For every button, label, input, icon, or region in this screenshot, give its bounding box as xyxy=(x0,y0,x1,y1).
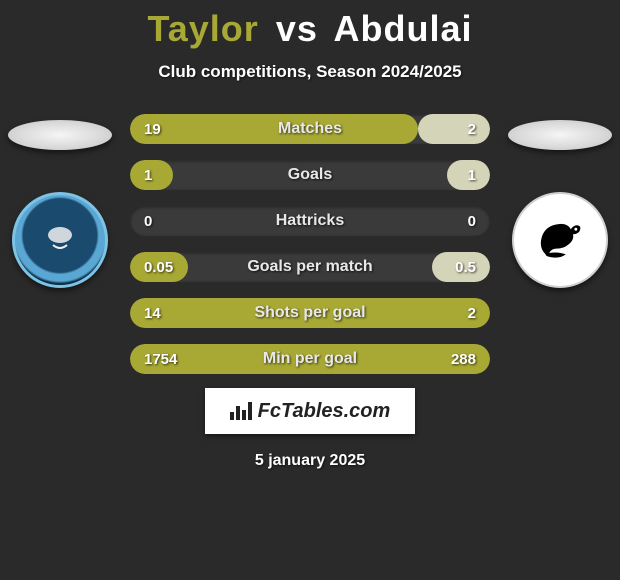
team2-badge xyxy=(512,192,608,288)
stat-label: Shots per goal xyxy=(210,304,410,322)
stat-value-right: 0.5 xyxy=(410,259,490,276)
stat-value-right: 1 xyxy=(410,167,490,184)
subtitle: Club competitions, Season 2024/2025 xyxy=(158,62,461,82)
stat-value-left: 1754 xyxy=(130,351,210,368)
stat-row: 1Goals1 xyxy=(130,160,490,190)
brand-bars-icon xyxy=(230,402,252,420)
stat-value-left: 0.05 xyxy=(130,259,210,276)
stat-value-right: 2 xyxy=(410,305,490,322)
vs-text: vs xyxy=(276,8,318,49)
stat-label: Hattricks xyxy=(210,212,410,230)
player1-name: Taylor xyxy=(147,8,258,49)
stat-value-left: 14 xyxy=(130,305,210,322)
date-text: 5 january 2025 xyxy=(255,452,365,470)
stat-value-right: 288 xyxy=(410,351,490,368)
player2-name: Abdulai xyxy=(334,8,473,49)
main-area: 19Matches21Goals10Hattricks00.05Goals pe… xyxy=(0,114,620,374)
title: Taylor vs Abdulai xyxy=(147,8,472,50)
left-side xyxy=(0,114,120,288)
stat-value-left: 19 xyxy=(130,121,210,138)
stat-value-right: 0 xyxy=(410,213,490,230)
team1-badge xyxy=(12,192,108,288)
stat-label: Matches xyxy=(210,120,410,138)
right-side xyxy=(500,114,620,288)
stats-column: 19Matches21Goals10Hattricks00.05Goals pe… xyxy=(130,114,490,374)
stat-value-left: 1 xyxy=(130,167,210,184)
comparison-card: Taylor vs Abdulai Club competitions, Sea… xyxy=(0,0,620,580)
player2-photo xyxy=(508,120,612,150)
stat-row: 19Matches2 xyxy=(130,114,490,144)
wycombe-crest-icon xyxy=(35,215,85,265)
brand-text: FcTables.com xyxy=(258,400,391,423)
stat-row: 0Hattricks0 xyxy=(130,206,490,236)
stat-value-left: 0 xyxy=(130,213,210,230)
stat-row: 1754Min per goal288 xyxy=(130,344,490,374)
stat-label: Min per goal xyxy=(210,350,410,368)
stat-value-right: 2 xyxy=(410,121,490,138)
stat-row: 0.05Goals per match0.5 xyxy=(130,252,490,282)
stat-row: 14Shots per goal2 xyxy=(130,298,490,328)
player1-photo xyxy=(8,120,112,150)
stat-label: Goals xyxy=(210,166,410,184)
brand-badge: FcTables.com xyxy=(205,388,415,434)
swansea-crest-icon xyxy=(524,204,596,276)
stat-label: Goals per match xyxy=(210,258,410,276)
